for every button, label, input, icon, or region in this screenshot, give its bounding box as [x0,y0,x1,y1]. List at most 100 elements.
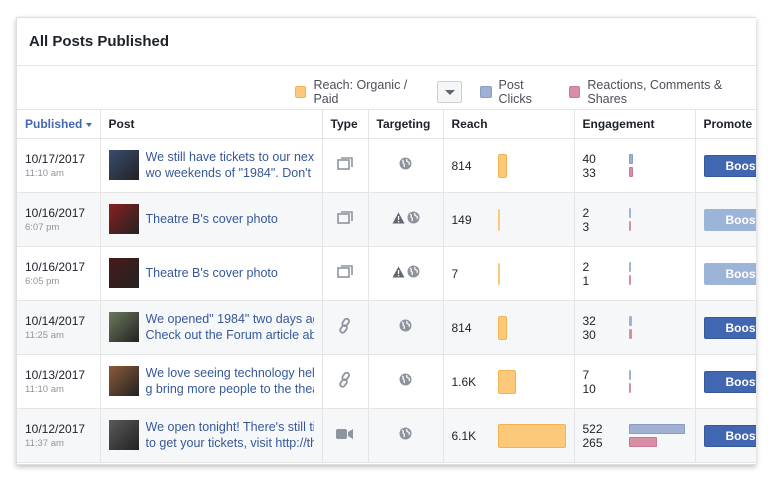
post-thumbnail[interactable] [108,258,139,288]
table-row[interactable]: 10/14/2017 11:25 am We opened" 1984" two d… [17,300,756,355]
post-thumbnail[interactable] [108,312,139,342]
table-row[interactable]: 10/13/2017 11:10 am We love seeing technol… [17,354,756,409]
column-header-reach[interactable]: Reach [443,110,575,139]
clicks-value: 522 [582,421,603,436]
post-link[interactable]: We open tonight! There's still time to ge… [146,419,314,451]
chevron-down-icon [444,89,455,95]
post-link[interactable]: Theatre B's cover photo [146,265,314,281]
column-header-engagement[interactable]: Engagement [574,110,696,139]
post-date: 10/16/2017 [25,259,86,274]
post-thumbnail[interactable] [108,204,139,234]
column-header-post[interactable]: Post [100,110,323,139]
boost-button[interactable]: Boost [703,154,756,177]
published-cell: 10/16/2017 6:07 pm [17,192,101,247]
reach-bar [497,208,500,231]
globe-icon [407,265,420,281]
reach-value: 814 [451,158,472,173]
type-cell [322,138,369,193]
engagement-values: 40 33 [583,152,596,180]
boost-button[interactable]: Boost [703,208,756,231]
post-cell: We love seeing technology helpin g bring … [100,354,323,409]
photo-icon [337,156,353,174]
legend: Reach: Organic / Paid Post Clicks Reacti… [295,78,756,106]
post-text-line: We love seeing technology helpin [145,366,314,380]
sort-desc-icon [86,122,93,127]
reach-cell: 6.1K [443,408,575,463]
reactions-value: 265 [582,435,603,450]
table-row[interactable]: 10/16/2017 6:05 pm Theatre B's cover photo… [17,246,756,301]
column-header-type[interactable]: Type [322,110,369,139]
engagement-cell: 522 265 [574,408,696,463]
table-row[interactable]: 10/12/2017 11:37 am We open tonight! There… [17,408,756,463]
post-link[interactable]: We still have tickets to our next t wo we… [146,149,314,181]
legend-label: Reach: Organic / Paid [313,78,408,106]
type-cell [322,300,369,355]
post-date: 10/12/2017 [25,421,86,436]
table-row[interactable]: 10/17/2017 11:10 am We still have tickets … [17,138,756,193]
engagement-cell: 32 30 [574,300,696,355]
promote-cell: Boost [695,408,756,463]
published-cell: 10/16/2017 6:05 pm [17,246,101,301]
reactions-value: 1 [582,273,590,288]
posts-table: Published Post Type Targeting Reach Enga… [17,110,756,463]
post-time: 11:25 am [25,329,64,341]
post-text-line: Theatre B's cover photo [145,212,278,226]
column-header-targeting[interactable]: Targeting [368,110,444,139]
reach-dropdown-button[interactable] [437,81,463,103]
boost-button[interactable]: Boost [703,424,756,447]
targeting-cell [368,246,444,301]
table-header-row: Published Post Type Targeting Reach Enga… [17,110,756,139]
post-link[interactable]: We opened" 1984" two days ago! Check out … [146,311,314,343]
legend-label: Reactions, Comments & Shares [587,78,723,106]
column-header-published[interactable]: Published [17,110,101,139]
reach-cell: 1.6K [443,354,575,409]
post-thumbnail[interactable] [108,420,139,450]
promote-cell: Boost [695,354,756,409]
post-link[interactable]: We love seeing technology helpin g bring … [146,365,314,397]
globe-icon [399,427,412,443]
post-cell: Theatre B's cover photo [100,246,323,301]
reactions-bar [628,436,657,447]
post-text-line: Theatre B's cover photo [145,266,278,280]
boost-button[interactable]: Boost [703,316,756,339]
reactions-bar [628,166,633,177]
legend-label: Post Clicks [498,78,532,106]
reach-cell: 7 [443,246,575,301]
type-cell [322,354,369,409]
panel-title: All Posts Published [17,18,756,66]
post-text-line: g bring more people to the theatr [145,382,314,396]
type-cell [322,246,369,301]
promote-cell: Boost [695,246,756,301]
link-icon [338,317,352,337]
post-thumbnail[interactable] [108,150,139,180]
clicks-bar [628,261,631,272]
clicks-value: 7 [582,367,590,382]
reach-bar [497,262,500,285]
globe-icon [399,319,412,335]
reactions-bar [628,220,631,231]
post-link[interactable]: Theatre B's cover photo [146,211,314,227]
reach-swatch [295,86,307,98]
clicks-swatch [480,86,492,98]
reach-value: 149 [451,212,472,227]
table-row[interactable]: 10/16/2017 6:07 pm Theatre B's cover photo… [17,192,756,247]
post-thumbnail[interactable] [108,366,139,396]
boost-button[interactable]: Boost [703,370,756,393]
boost-button[interactable]: Boost [703,262,756,285]
targeting-cell [368,192,444,247]
post-time: 6:07 pm [25,221,60,233]
post-time: 11:10 am [25,383,64,395]
post-date: 10/13/2017 [25,367,86,382]
link-icon [338,371,352,391]
reach-cell: 814 [443,300,575,355]
reach-bar [497,153,507,178]
engagement-cell: 7 10 [574,354,696,409]
targeting-cell [368,354,444,409]
legend-bar: Reach: Organic / Paid Post Clicks Reacti… [17,66,756,110]
reach-cell: 814 [443,138,575,193]
reach-value: 7 [451,266,459,281]
promote-cell: Boost [695,192,756,247]
post-time: 11:10 am [25,167,64,179]
